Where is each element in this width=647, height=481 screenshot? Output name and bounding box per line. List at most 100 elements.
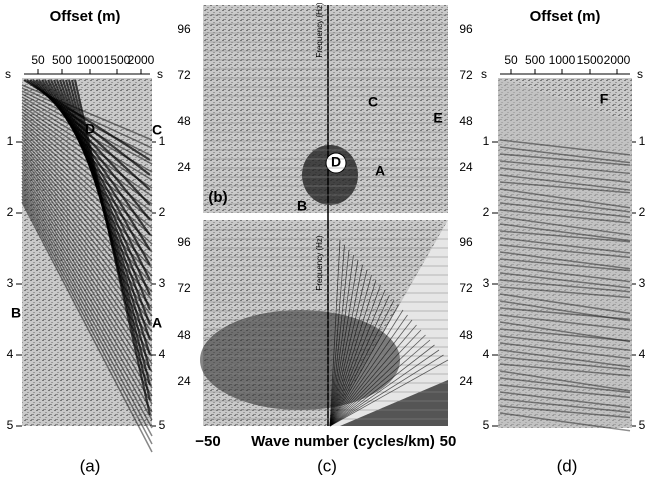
fk-event [329,344,435,427]
seismic-event [21,132,153,269]
seismic-event [499,384,631,399]
seismic-event [52,79,152,311]
seismic-event [499,349,631,368]
panel-title: Offset (m) [50,8,121,25]
fk-event [329,324,417,427]
seismic-event [21,129,153,261]
fk-event [329,314,408,427]
x-tick-label: 50 [440,433,457,450]
seismic-event [499,335,631,351]
seismic-event [21,177,153,389]
y-tick-label: 4 [7,347,14,361]
seismic-event [21,198,153,445]
unit-label: s [637,67,643,81]
fk-event [329,309,404,427]
seismic-event [499,265,631,283]
seismic-event [21,90,153,157]
y-tick-label: 1 [159,134,166,148]
seismic-event [21,174,153,381]
fk-event [329,339,431,427]
seismic-event [499,363,631,377]
fk-event [329,244,345,427]
seismic-event [73,79,152,416]
fk-event [329,354,444,427]
seismic-event [21,180,153,397]
y-tick-label: 2 [159,205,166,219]
x-tick-label: 500 [52,53,72,67]
y-tick-label: 5 [159,418,166,432]
y-tick-label: 24 [177,160,191,174]
fk-event [329,319,413,427]
y-tick-label: 72 [177,281,191,295]
caption: (c) [317,456,337,475]
seismic-event [499,188,631,209]
seismic-event [21,117,153,229]
seismic-event [499,412,631,432]
y-tick-label: 72 [459,68,473,82]
annotation: E [433,110,442,126]
x-tick-label: 1000 [77,53,104,67]
seismic-event [499,279,631,293]
annotation: C [152,122,162,138]
seismic-event [21,183,153,405]
unit-label: s [157,67,163,81]
seismic-event [21,171,153,373]
fk-event [329,334,426,427]
unit-label: s [5,67,11,81]
seismic-event [21,114,153,221]
fk-event [329,294,390,427]
fk-event [329,304,399,427]
seismic-event [499,202,631,218]
annotation: D [85,121,95,137]
y-tick-label: 96 [177,235,191,249]
fk-event [329,289,386,427]
seismic-event [499,370,631,392]
seismic-event [499,286,631,299]
x-tick-label: −50 [195,433,220,450]
caption: (a) [80,456,101,475]
y-tick-label: 1 [7,134,14,148]
x-tick-label: 2000 [604,53,631,67]
x-tick-label: 1000 [549,53,576,67]
fk-dark-wedge [340,380,448,426]
seismic-event [21,189,153,421]
seismic-event [21,150,153,317]
fk-event [329,249,350,427]
y-tick-label: 96 [177,22,191,36]
y-tick-label: 3 [639,276,646,290]
annotation: F [600,91,609,107]
y-tick-label: 2 [7,205,14,219]
annotation: A [375,163,385,179]
axis-label: Frequency (Hz) [315,2,324,57]
annotation: B [11,305,21,321]
fk-event [329,264,363,427]
annotation: B [297,198,307,214]
fk-event [329,359,449,427]
y-tick-label: 24 [459,160,473,174]
seismic-event [499,272,631,289]
fk-event [329,259,359,427]
panel-title: Offset (m) [530,8,601,25]
y-tick-label: 2 [483,205,490,219]
y-tick-label: 48 [459,114,473,128]
seismic-event [499,314,631,331]
y-tick-label: 48 [177,328,191,342]
seismic-event [499,146,631,164]
y-tick-label: 5 [483,418,490,432]
seismic-event [499,216,631,236]
seismic-event [499,237,631,254]
seismic-event [499,391,631,409]
seismic-event [499,258,631,272]
y-tick-label: 1 [483,134,490,148]
seismic-event [499,167,631,184]
y-tick-label: 96 [459,22,473,36]
seismic-event [499,195,631,213]
seismic-event [499,174,631,191]
seismic-event [499,230,631,243]
panel-label: (b) [208,189,227,206]
y-tick-label: 3 [7,276,14,290]
seismic-event [499,139,631,156]
y-tick-label: 3 [159,276,166,290]
seismic-event [21,87,153,149]
